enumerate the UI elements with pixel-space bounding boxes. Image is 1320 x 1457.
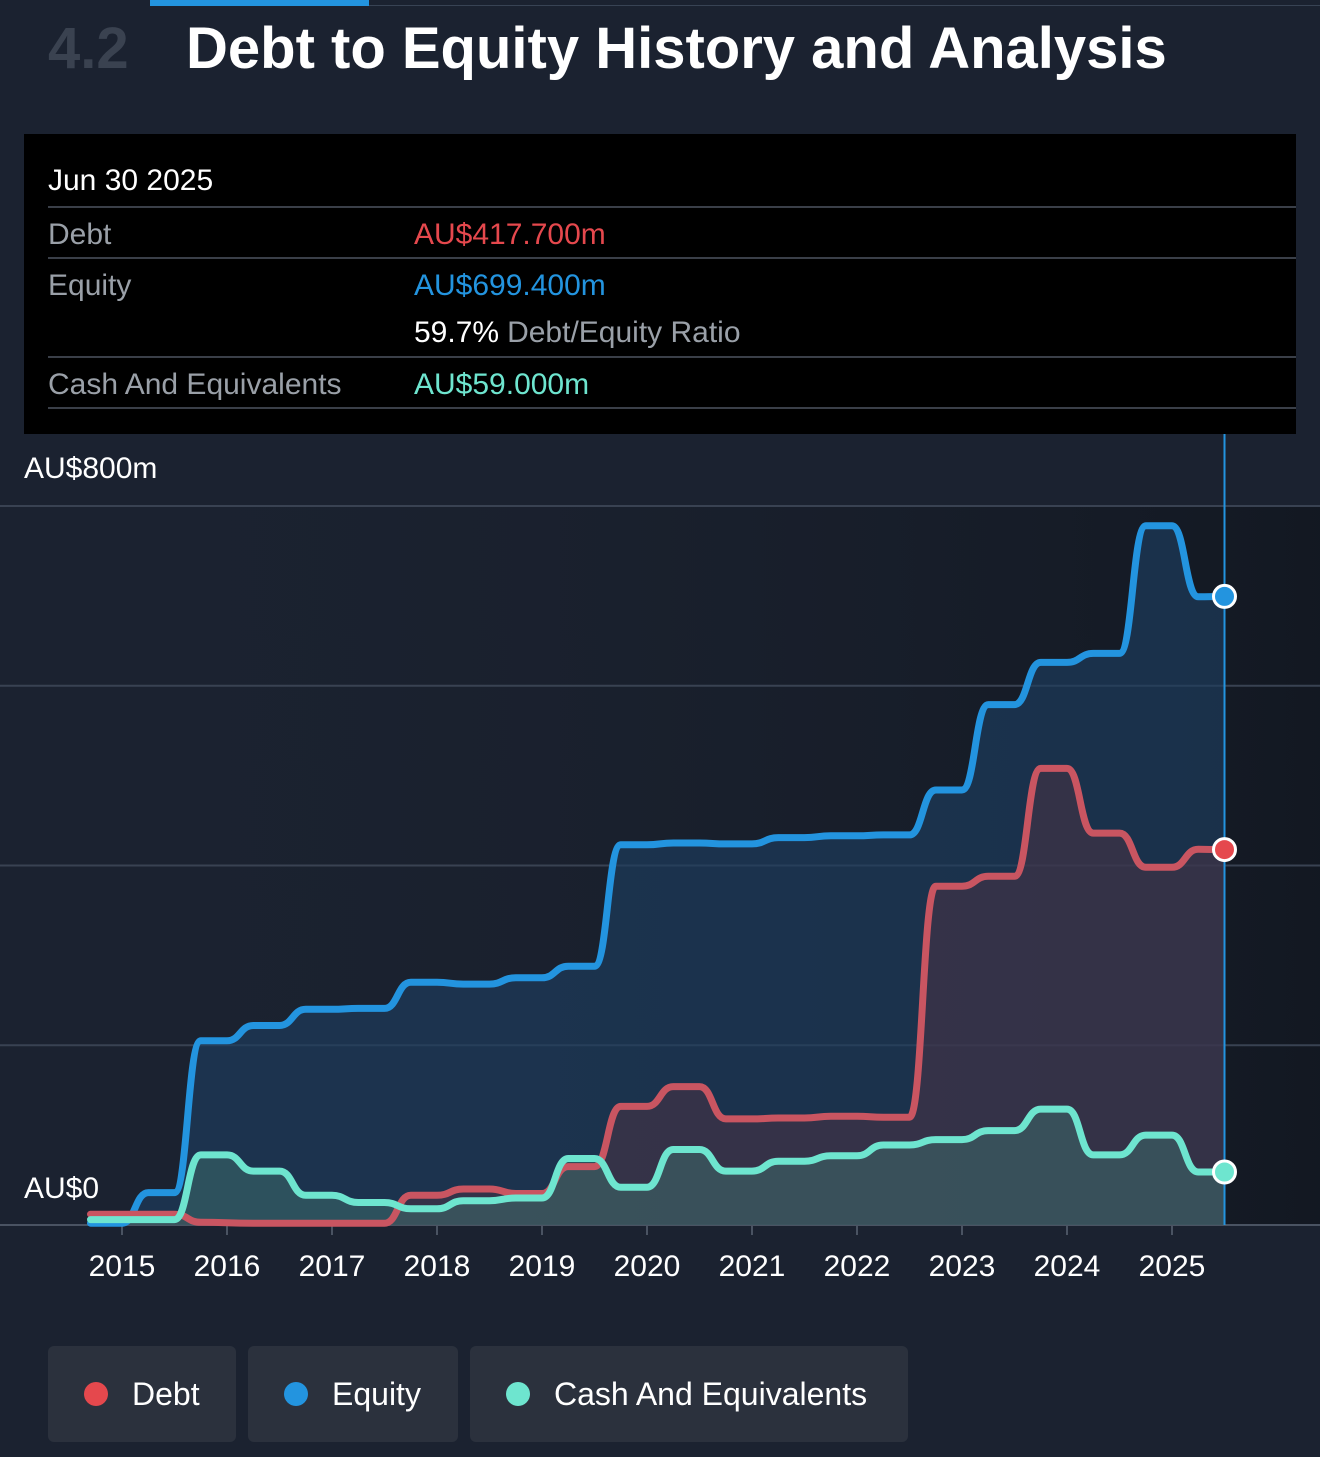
tooltip-ratio: 59.7% Debt/Equity Ratio (414, 316, 741, 350)
y-axis-label-top: AU$800m (24, 452, 158, 485)
tooltip-divider (48, 257, 1296, 259)
tooltip-divider (48, 356, 1296, 358)
tooltip-divider (48, 206, 1296, 208)
chart-tooltip: Jun 30 2025 Debt AU$417.700m Equity AU$6… (24, 134, 1296, 434)
series-line-debt (87, 764, 1228, 1227)
legend-item-cash[interactable]: Cash And Equivalents (470, 1346, 908, 1442)
section-number: 4.2 (48, 16, 129, 81)
series-line-cash (87, 1105, 1228, 1224)
x-tick-label: 2016 (194, 1250, 261, 1283)
tooltip-debt-label: Debt (48, 218, 112, 251)
area-cash (90, 1109, 1225, 1225)
tooltip-ratio-label: Debt/Equity Ratio (507, 316, 741, 349)
area-equity (90, 525, 1225, 1225)
data-point-equity (1212, 583, 1237, 609)
legend-label-equity: Equity (332, 1376, 421, 1412)
data-point-cash (1212, 1159, 1237, 1185)
x-tick-label: 2021 (719, 1250, 786, 1283)
x-tick-label: 2018 (404, 1250, 471, 1283)
legend-label-debt: Debt (132, 1376, 200, 1412)
legend-dot-cash (506, 1382, 530, 1406)
page-title: Debt to Equity History and Analysis (186, 16, 1167, 81)
series-line-equity (87, 522, 1228, 1227)
legend-item-equity[interactable]: Equity (248, 1346, 458, 1442)
tooltip-debt-value: AU$417.700m (414, 218, 606, 251)
tooltip-equity-value: AU$699.400m (414, 269, 606, 302)
x-tick-label: 2015 (89, 1250, 156, 1283)
tooltip-ratio-value: 59.7% (414, 316, 500, 349)
tooltip-equity-label: Equity (48, 269, 132, 302)
legend-item-debt[interactable]: Debt (48, 1346, 236, 1442)
x-tick-label: 2020 (614, 1250, 681, 1283)
data-point-debt (1212, 837, 1237, 863)
y-axis-label-bottom: AU$0 (24, 1172, 100, 1205)
area-debt (90, 768, 1225, 1225)
tooltip-date: Jun 30 2025 (48, 164, 214, 197)
plot-background (0, 506, 1320, 1225)
tooltip-cash-label: Cash And Equivalents (48, 368, 342, 401)
x-tick-label: 2025 (1139, 1250, 1206, 1283)
legend-label-cash: Cash And Equivalents (554, 1376, 868, 1412)
x-tick-label: 2024 (1034, 1250, 1101, 1283)
x-tick-label: 2019 (509, 1250, 576, 1283)
tooltip-divider (48, 407, 1296, 409)
legend-dot-equity (284, 1382, 308, 1406)
x-tick-label: 2017 (299, 1250, 366, 1283)
x-tick-label: 2022 (824, 1250, 891, 1283)
tooltip-cash-value: AU$59.000m (414, 368, 590, 401)
section-tab-indicator (150, 0, 369, 6)
legend-dot-debt (84, 1382, 108, 1406)
x-tick-label: 2023 (929, 1250, 996, 1283)
top-divider (369, 5, 1320, 6)
